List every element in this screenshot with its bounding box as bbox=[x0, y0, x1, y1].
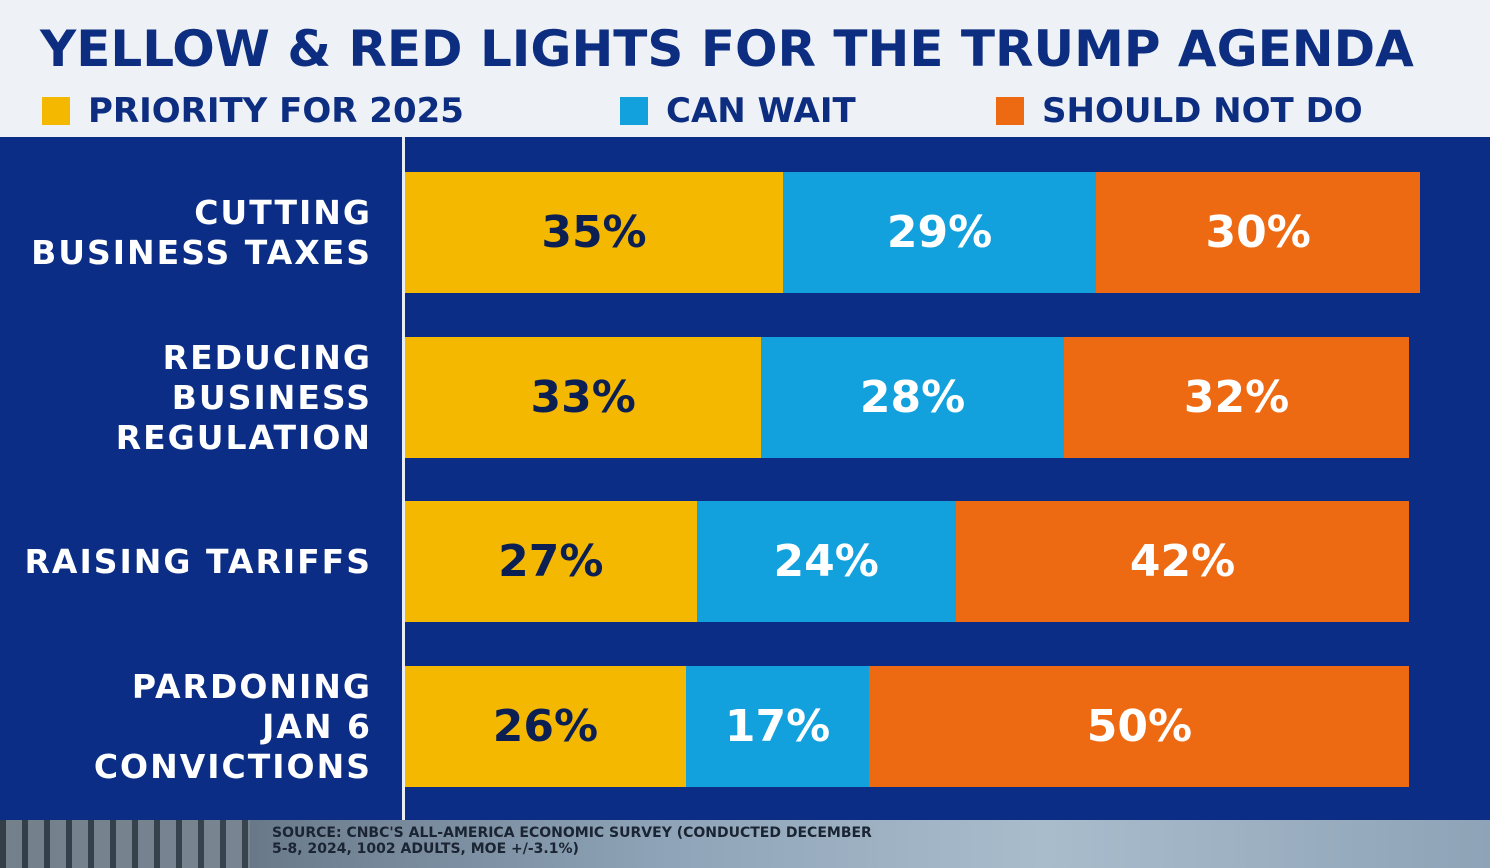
data-label: 42% bbox=[1129, 536, 1236, 587]
category-label-line: REGULATION bbox=[115, 417, 372, 457]
legend-item-priority: PRIORITY FOR 2025 bbox=[42, 88, 464, 134]
bar-segment-can-wait: 29% bbox=[783, 172, 1097, 293]
data-label: 26% bbox=[492, 701, 599, 752]
footer: SOURCE: CNBC'S ALL-AMERICA ECONOMIC SURV… bbox=[0, 820, 1490, 868]
bar-segment-can-wait: 28% bbox=[761, 337, 1064, 458]
bar-segment-priority: 27% bbox=[405, 501, 697, 622]
axis-divider bbox=[402, 137, 405, 820]
category-label: PARDONING JAN 6 CONVICTIONS bbox=[10, 666, 372, 787]
yellow-square-icon bbox=[42, 97, 70, 125]
data-label: 32% bbox=[1183, 372, 1290, 423]
legend-item-should-not-do: SHOULD NOT DO bbox=[996, 88, 1363, 134]
category-label-line: RAISING TARIFFS bbox=[24, 541, 372, 581]
category-label-line: BUSINESS bbox=[171, 377, 372, 417]
source-note: SOURCE: CNBC'S ALL-AMERICA ECONOMIC SURV… bbox=[272, 825, 992, 857]
data-label: 50% bbox=[1086, 701, 1193, 752]
header: YELLOW & RED LIGHTS FOR THE TRUMP AGENDA… bbox=[0, 0, 1490, 137]
category-label-line: CONVICTIONS bbox=[93, 746, 372, 786]
data-label: 35% bbox=[541, 207, 647, 258]
category-label-line: JAN 6 bbox=[262, 706, 372, 746]
data-label: 33% bbox=[530, 372, 636, 423]
bar-segment-priority: 33% bbox=[405, 337, 762, 458]
category-label: REDUCING BUSINESS REGULATION bbox=[10, 337, 372, 458]
data-label: 27% bbox=[498, 536, 604, 587]
bar-segment-can-wait: 24% bbox=[696, 501, 956, 622]
data-label: 28% bbox=[859, 372, 966, 423]
category-label-line: CUTTING bbox=[194, 192, 372, 232]
category-label: CUTTING BUSINESS TAXES bbox=[10, 172, 372, 293]
blue-square-icon bbox=[620, 97, 648, 125]
bar-segment-should-not-do: 30% bbox=[1096, 172, 1421, 293]
source-line-2: 5-8, 2024, 1002 ADULTS, MOE +/-3.1%) bbox=[272, 841, 579, 857]
source-line-1: SOURCE: CNBC'S ALL-AMERICA ECONOMIC SURV… bbox=[272, 825, 872, 841]
category-label-line: PARDONING bbox=[131, 666, 372, 706]
bar-segment-priority: 35% bbox=[405, 172, 783, 293]
chart-title: YELLOW & RED LIGHTS FOR THE TRUMP AGENDA bbox=[40, 20, 1414, 78]
legend-item-can-wait: CAN WAIT bbox=[620, 88, 856, 134]
bar-segment-should-not-do: 50% bbox=[869, 666, 1410, 787]
bar-segment-should-not-do: 32% bbox=[1063, 337, 1410, 458]
legend-label-priority: PRIORITY FOR 2025 bbox=[88, 91, 464, 131]
category-label-line: REDUCING bbox=[162, 337, 372, 377]
data-label: 24% bbox=[773, 536, 879, 587]
background-structure bbox=[0, 820, 250, 868]
category-label-line: BUSINESS TAXES bbox=[31, 232, 372, 272]
data-label: 29% bbox=[886, 207, 993, 258]
legend-label-should-not-do: SHOULD NOT DO bbox=[1042, 91, 1363, 131]
bar-segment-can-wait: 17% bbox=[685, 666, 870, 787]
orange-square-icon bbox=[996, 97, 1024, 125]
category-label: RAISING TARIFFS bbox=[10, 501, 372, 622]
legend-label-can-wait: CAN WAIT bbox=[666, 91, 856, 131]
data-label: 17% bbox=[724, 701, 831, 752]
bar-segment-priority: 26% bbox=[405, 666, 686, 787]
data-label: 30% bbox=[1205, 207, 1311, 258]
bar-segment-should-not-do: 42% bbox=[955, 501, 1410, 622]
